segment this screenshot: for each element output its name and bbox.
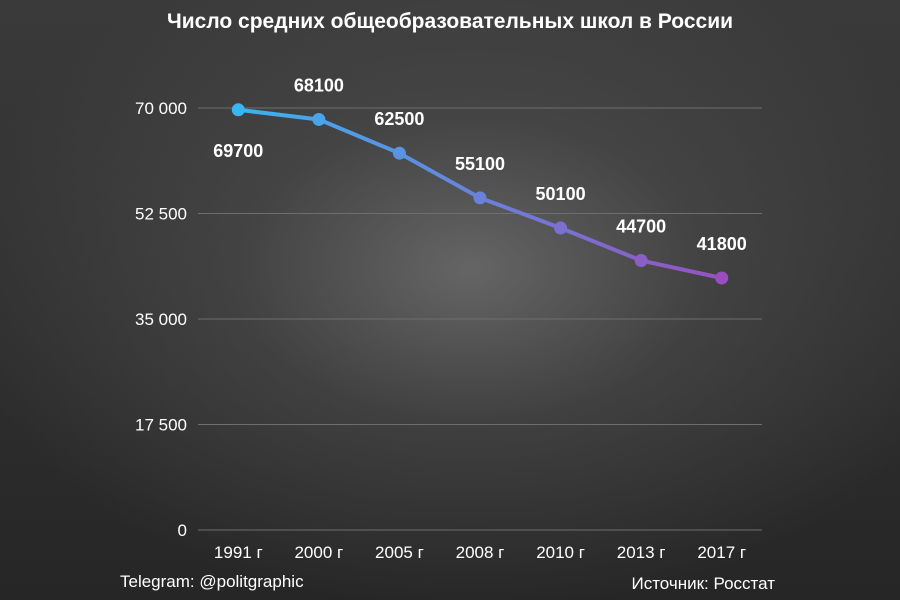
y-tick-label: 70 000	[135, 99, 187, 118]
x-tick-label: 2013 г	[617, 543, 666, 562]
data-point	[634, 254, 648, 268]
data-point	[715, 271, 729, 285]
x-tick-label: 2017 г	[697, 543, 746, 562]
data-label: 62500	[374, 109, 424, 129]
y-axis-tick-labels: 0 17 500 35 000 52 500 70 000	[135, 99, 187, 540]
x-axis-tick-labels: 1991 г 2000 г 2005 г 2008 г 2010 г 2013 г 2017…	[214, 543, 746, 562]
y-tick-label: 17 500	[135, 416, 187, 435]
y-tick-label: 52 500	[135, 205, 187, 224]
source-credit: Источник: Росстат	[631, 574, 775, 593]
data-point	[473, 191, 487, 205]
grid-lines	[198, 107, 762, 531]
data-label: 55100	[455, 154, 505, 174]
data-label: 44700	[616, 217, 666, 237]
x-tick-label: 2000 г	[294, 543, 343, 562]
data-labels: 69700 68100 62500 55100 50100 44700 41800	[213, 75, 746, 254]
data-label: 41800	[697, 234, 747, 254]
data-point	[554, 221, 568, 235]
x-tick-label: 2008 г	[456, 543, 505, 562]
x-tick-label: 1991 г	[214, 543, 263, 562]
x-tick-label: 2005 г	[375, 543, 424, 562]
chart-title: Число средних общеобразовательных школ в…	[166, 10, 734, 33]
y-tick-label: 35 000	[135, 310, 187, 329]
data-point	[231, 103, 245, 117]
data-label: 50100	[536, 184, 586, 204]
data-label: 68100	[294, 75, 344, 95]
x-tick-label: 2010 г	[536, 543, 585, 562]
data-point	[312, 112, 326, 126]
data-point	[392, 146, 406, 160]
telegram-credit: Telegram: @politgraphic	[120, 572, 304, 591]
data-points	[231, 103, 729, 285]
y-tick-label: 0	[178, 521, 187, 540]
data-label: 69700	[213, 141, 263, 161]
